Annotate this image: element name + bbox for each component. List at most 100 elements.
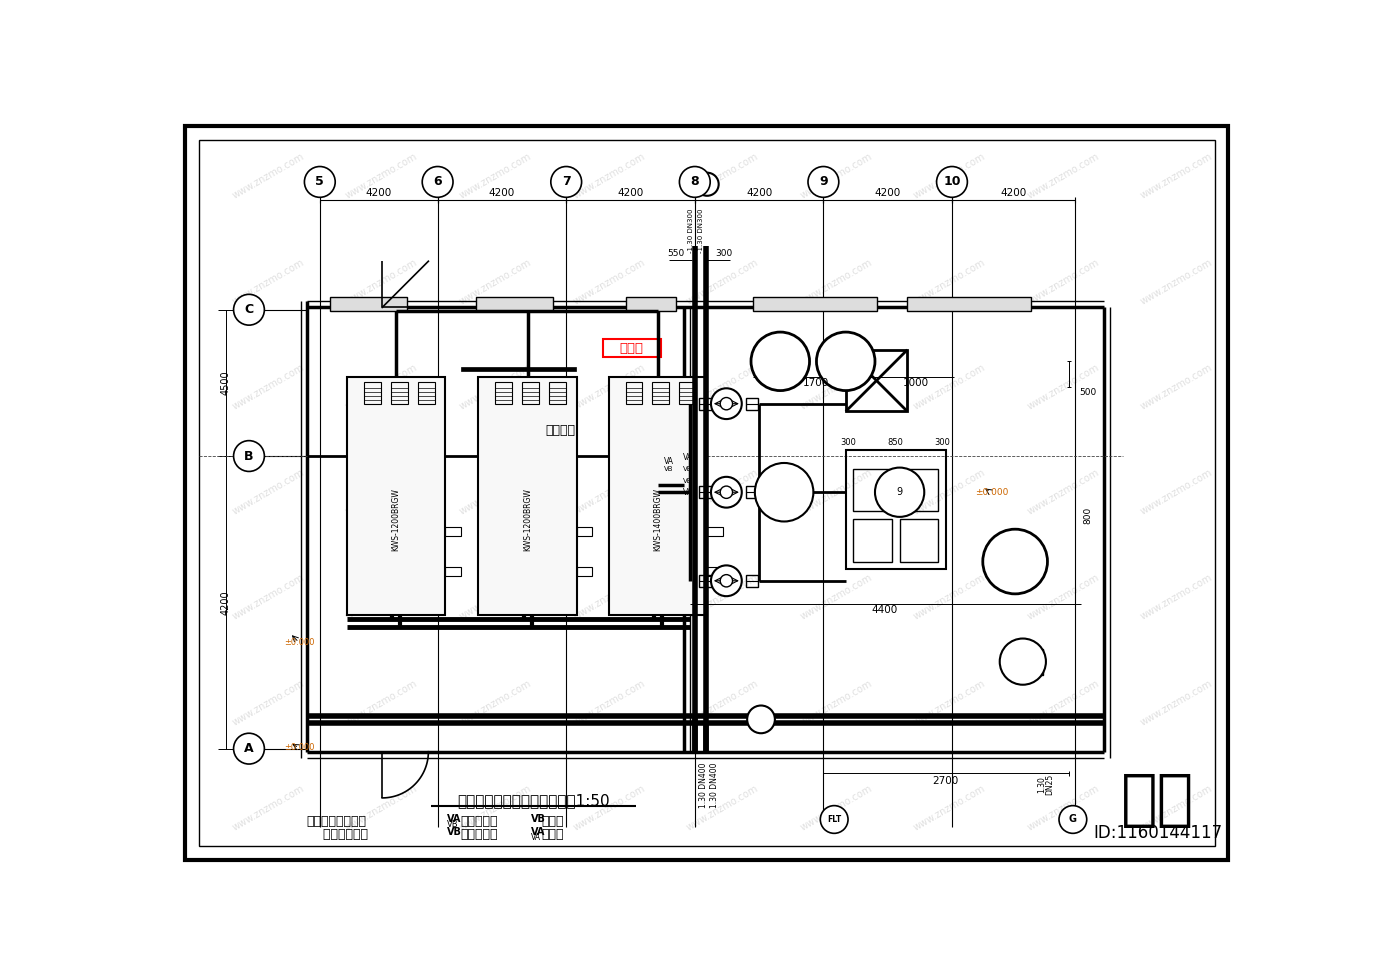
Circle shape (936, 166, 968, 197)
Text: 注：制冷工况阀门: 注：制冷工况阀门 (306, 815, 367, 828)
Text: www.znzmo.com: www.znzmo.com (685, 151, 760, 201)
Text: C: C (244, 303, 254, 317)
Text: www.znzmo.com: www.znzmo.com (571, 784, 647, 832)
Bar (699, 398, 712, 409)
Circle shape (695, 173, 718, 195)
Text: www.znzmo.com: www.znzmo.com (798, 573, 874, 622)
Text: www.znzmo.com: www.znzmo.com (685, 573, 760, 622)
Circle shape (1000, 639, 1045, 685)
Text: www.znzmo.com: www.znzmo.com (1026, 573, 1100, 622)
Text: www.znzmo.com: www.znzmo.com (571, 362, 647, 411)
Text: www.znzmo.com: www.znzmo.com (345, 257, 419, 307)
Text: 10: 10 (943, 176, 961, 189)
Text: www.znzmo.com: www.znzmo.com (685, 678, 760, 727)
Circle shape (821, 806, 848, 833)
Bar (364, 382, 381, 404)
Text: www.znzmo.com: www.znzmo.com (458, 151, 534, 201)
Bar (680, 382, 696, 404)
Circle shape (680, 166, 710, 197)
Text: 7: 7 (561, 176, 571, 189)
Text: VA: VA (531, 833, 541, 842)
Text: www.znzmo.com: www.znzmo.com (345, 573, 419, 622)
Text: FLT: FLT (827, 815, 841, 824)
Bar (753, 297, 877, 312)
Text: www.znzmo.com: www.znzmo.com (345, 468, 419, 517)
Text: KWS-1200BRGW: KWS-1200BRGW (523, 488, 532, 551)
Text: www.znzmo.com: www.znzmo.com (230, 362, 306, 411)
Circle shape (1059, 806, 1087, 833)
Bar (746, 487, 758, 498)
Bar (899, 519, 938, 562)
Circle shape (983, 530, 1048, 594)
Text: www.znzmo.com: www.znzmo.com (230, 468, 306, 517)
Text: KWS-1400BRGW: KWS-1400BRGW (654, 488, 662, 551)
Text: www.znzmo.com: www.znzmo.com (345, 362, 419, 411)
Bar (746, 398, 758, 409)
Text: www.znzmo.com: www.znzmo.com (571, 468, 647, 517)
Circle shape (720, 574, 732, 587)
Text: www.znzmo.com: www.znzmo.com (1026, 362, 1100, 411)
Text: 4200: 4200 (488, 188, 514, 197)
Text: 水源热泵机房管道半面布置图1:50: 水源热泵机房管道半面布置图1:50 (458, 792, 610, 808)
Text: 关闭。: 关闭。 (542, 828, 564, 840)
Bar (479, 377, 576, 616)
Bar (652, 382, 669, 404)
Bar (346, 377, 445, 616)
Bar (418, 382, 434, 404)
Text: VB: VB (683, 466, 692, 472)
Text: www.znzmo.com: www.znzmo.com (685, 362, 760, 411)
Circle shape (422, 166, 454, 197)
Text: www.znzmo.com: www.znzmo.com (912, 573, 987, 622)
Text: www.znzmo.com: www.znzmo.com (1026, 468, 1100, 517)
Text: www.znzmo.com: www.znzmo.com (1139, 151, 1215, 201)
Text: 1.30 DN400: 1.30 DN400 (699, 762, 707, 808)
Bar (626, 382, 643, 404)
Text: 500: 500 (1080, 388, 1096, 397)
Text: www.znzmo.com: www.znzmo.com (458, 678, 534, 727)
Text: 4500: 4500 (221, 370, 230, 396)
Text: VB: VB (447, 827, 462, 836)
Bar (476, 297, 553, 312)
Text: www.znzmo.com: www.znzmo.com (230, 678, 306, 727)
Bar (854, 519, 892, 562)
Text: www.znzmo.com: www.znzmo.com (458, 257, 534, 307)
Bar (1004, 649, 1043, 675)
Text: 空调机房: 空调机房 (546, 424, 576, 437)
Text: -1.30 DN300: -1.30 DN300 (688, 208, 694, 253)
Circle shape (808, 166, 838, 197)
Circle shape (305, 166, 335, 197)
Bar (603, 339, 661, 358)
Bar (495, 382, 513, 404)
Text: www.znzmo.com: www.znzmo.com (912, 468, 987, 517)
Bar (699, 487, 712, 498)
Text: www.znzmo.com: www.znzmo.com (1139, 468, 1215, 517)
Circle shape (712, 566, 742, 596)
Text: 4200: 4200 (618, 188, 644, 197)
Text: www.znzmo.com: www.znzmo.com (1139, 573, 1215, 622)
Text: 知末: 知末 (1121, 771, 1194, 829)
Bar (699, 574, 712, 587)
Text: www.znzmo.com: www.znzmo.com (230, 151, 306, 201)
Text: VB: VB (447, 821, 458, 829)
Bar (549, 382, 567, 404)
Text: VA: VA (531, 827, 545, 836)
Text: VA: VA (447, 814, 461, 824)
Text: www.znzmo.com: www.znzmo.com (798, 678, 874, 727)
Text: www.znzmo.com: www.znzmo.com (458, 468, 534, 517)
Circle shape (816, 332, 876, 391)
Text: 6: 6 (433, 176, 441, 189)
Text: 1000: 1000 (903, 378, 929, 388)
Text: www.znzmo.com: www.znzmo.com (1026, 257, 1100, 307)
Text: 制热工况阀门: 制热工况阀门 (306, 828, 368, 840)
Text: www.znzmo.com: www.znzmo.com (230, 573, 306, 622)
Text: KWS-1200BRGW: KWS-1200BRGW (392, 488, 400, 551)
Text: www.znzmo.com: www.znzmo.com (230, 784, 306, 832)
Text: 300: 300 (840, 438, 856, 446)
Text: ±0.000: ±0.000 (975, 488, 1008, 496)
Text: 4200: 4200 (1000, 188, 1027, 197)
Bar (523, 382, 539, 404)
Text: 1.30: 1.30 (1037, 777, 1047, 793)
Circle shape (876, 468, 924, 517)
Bar (845, 350, 907, 411)
Text: 850: 850 (887, 438, 903, 446)
